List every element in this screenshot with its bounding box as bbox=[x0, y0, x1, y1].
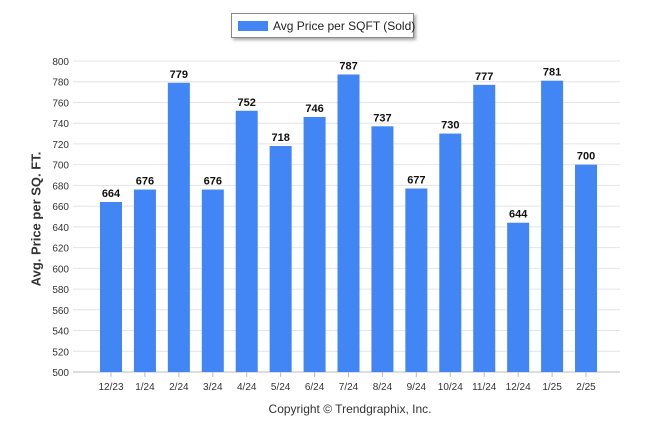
y-tick-label: 540 bbox=[52, 327, 69, 338]
bar bbox=[303, 116, 326, 372]
bar bbox=[337, 74, 360, 372]
y-axis-ticks: 500 520 540 560 580 600 620 640 660 680 700 720 740 7… bbox=[52, 57, 69, 379]
y-tick-label: 640 bbox=[52, 223, 69, 234]
bar-value-label: 677 bbox=[407, 175, 425, 187]
x-tick-label: 1/24 bbox=[135, 382, 155, 393]
x-tick-label: 2/25 bbox=[576, 382, 596, 393]
bar-value-label: 746 bbox=[305, 103, 323, 115]
bar-value-label: 676 bbox=[136, 176, 154, 188]
y-tick-label: 780 bbox=[52, 78, 69, 89]
bar-value-label: 718 bbox=[271, 132, 289, 144]
y-tick-label: 660 bbox=[52, 202, 69, 213]
bar bbox=[575, 164, 598, 372]
copyright-text: Copyright © Trendgraphix, Inc. bbox=[268, 402, 432, 416]
y-axis-title: Avg. Price per SQ. FT. bbox=[28, 151, 44, 287]
bar-value-label: 676 bbox=[204, 176, 222, 188]
bar bbox=[371, 126, 394, 372]
y-tick-label: 760 bbox=[52, 98, 69, 109]
value-labels: 664 676 779 676 752 718 746 787 737 677 730 777 644 7… bbox=[102, 60, 595, 220]
legend[interactable]: Avg Price per SQFT (Sold) bbox=[231, 13, 416, 38]
legend-label: Avg Price per SQFT (Sold) bbox=[273, 19, 416, 33]
y-tick-label: 520 bbox=[52, 347, 69, 358]
bar bbox=[167, 82, 190, 373]
y-tick-label: 580 bbox=[52, 285, 69, 296]
x-tick-label: 5/24 bbox=[271, 382, 291, 393]
x-tick-label: 4/24 bbox=[237, 382, 257, 393]
x-tick-label: 11/24 bbox=[472, 382, 497, 393]
y-tick-label: 560 bbox=[52, 306, 69, 317]
bar bbox=[100, 201, 122, 372]
y-tick-label: 680 bbox=[52, 181, 69, 192]
x-tick-label: 1/25 bbox=[542, 382, 562, 393]
x-tick-label: 6/24 bbox=[305, 382, 325, 393]
x-tick-label: 8/24 bbox=[373, 382, 393, 393]
bar bbox=[133, 189, 156, 372]
bar-value-label: 779 bbox=[170, 69, 188, 81]
y-tick-label: 500 bbox=[52, 368, 69, 379]
x-tick-label: 10/24 bbox=[438, 382, 463, 393]
x-tick-label: 12/24 bbox=[506, 382, 531, 393]
bar-value-label: 781 bbox=[543, 67, 561, 79]
x-tick-label: 7/24 bbox=[339, 382, 359, 393]
y-tick-label: 800 bbox=[52, 57, 69, 68]
bar-value-label: 777 bbox=[475, 71, 493, 83]
y-tick-label: 700 bbox=[52, 161, 69, 172]
bar bbox=[507, 222, 530, 372]
bar bbox=[235, 110, 258, 372]
bar bbox=[269, 146, 292, 372]
bar bbox=[405, 188, 428, 372]
y-tick-label: 720 bbox=[52, 140, 69, 151]
legend-swatch bbox=[238, 21, 268, 31]
bar-value-label: 700 bbox=[577, 151, 595, 163]
bar bbox=[473, 84, 496, 373]
bar-value-label: 664 bbox=[102, 188, 121, 200]
y-tick-label: 600 bbox=[52, 264, 69, 275]
bar bbox=[541, 80, 564, 373]
x-tick-label: 9/24 bbox=[407, 382, 427, 393]
bar-value-label: 644 bbox=[509, 209, 528, 221]
bar-value-label: 787 bbox=[339, 60, 357, 72]
bar-value-label: 737 bbox=[373, 112, 391, 124]
bar-value-label: 730 bbox=[441, 120, 459, 132]
bar-value-label: 752 bbox=[238, 97, 256, 109]
bar bbox=[201, 189, 224, 372]
x-tick-label: 3/24 bbox=[203, 382, 223, 393]
x-axis-ticks: 12/23 1/24 2/24 3/24 4/24 5/24 6/24 7/24 8/24 9/2… bbox=[98, 372, 596, 393]
y-tick-label: 620 bbox=[52, 244, 69, 255]
x-tick-label: 12/23 bbox=[98, 382, 123, 393]
bar bbox=[439, 133, 462, 372]
y-tick-label: 740 bbox=[52, 119, 69, 130]
x-tick-label: 2/24 bbox=[169, 382, 189, 393]
bars bbox=[100, 74, 598, 373]
